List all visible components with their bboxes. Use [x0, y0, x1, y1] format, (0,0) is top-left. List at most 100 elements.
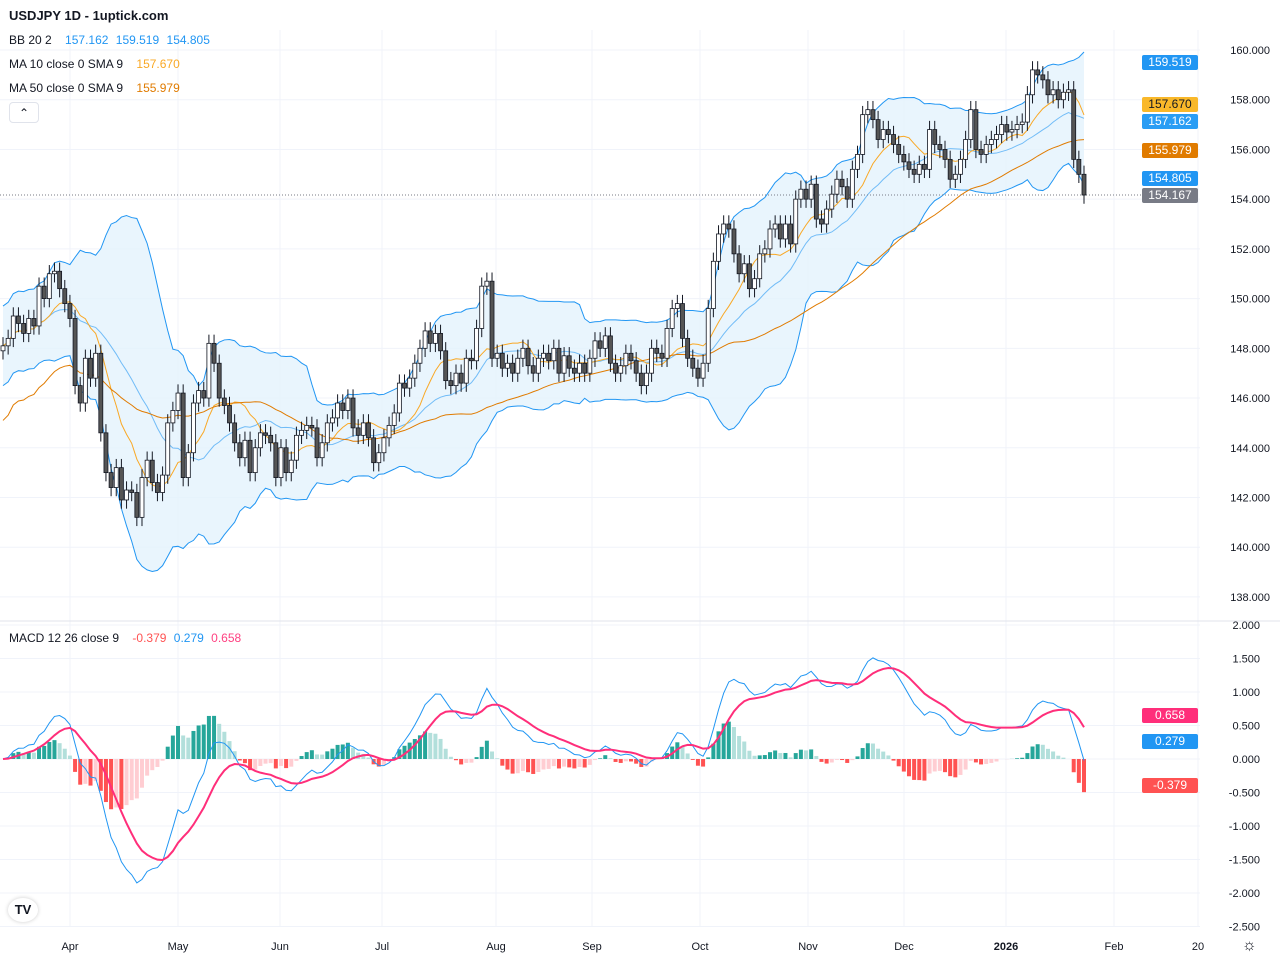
macd-histogram-bar — [129, 759, 134, 801]
candle-body — [901, 154, 907, 163]
candle-body — [427, 330, 433, 344]
price-tick: 146.000 — [1230, 393, 1270, 405]
ma50-label: MA 50 close 0 SMA 9 — [9, 81, 124, 95]
macd-histogram-bar — [134, 759, 139, 799]
candle-body — [185, 452, 191, 478]
badge-macd-signal: 0.658 — [1142, 708, 1198, 723]
candle-body — [798, 188, 804, 200]
candle-body — [922, 163, 927, 170]
candle-body — [690, 357, 696, 369]
macd-histogram-bar — [834, 759, 839, 760]
macd-histogram-bar — [726, 721, 731, 759]
time-tick: Apr — [61, 941, 78, 953]
candle-body — [386, 424, 392, 439]
macd-tick: -2.000 — [1229, 888, 1260, 900]
candle-body — [340, 402, 346, 411]
candle-body — [5, 337, 11, 347]
candle-body — [489, 280, 495, 359]
macd-histogram-bar — [989, 759, 994, 763]
macd-histogram-bar — [711, 743, 716, 759]
candle-body — [1040, 74, 1046, 81]
macd-histogram-bar — [315, 754, 320, 759]
macd-histogram-bar — [325, 751, 330, 759]
macd-histogram-bar — [412, 738, 417, 759]
candle-body — [695, 367, 701, 379]
tradingview-logo[interactable]: TV — [8, 898, 38, 922]
macd-histogram-bar — [592, 759, 597, 761]
macd-histogram-bar — [253, 759, 258, 770]
candle-body — [654, 347, 660, 354]
macd-histogram-bar — [98, 759, 103, 791]
macd-histogram-bar — [1015, 758, 1020, 759]
macd-histogram-bar — [958, 759, 963, 775]
candle-body — [103, 432, 109, 474]
candle-body — [129, 489, 135, 493]
macd-histogram-bar — [804, 750, 809, 759]
macd-histogram-bar — [901, 759, 906, 772]
macd-histogram-bar — [57, 743, 62, 759]
candle-body — [52, 270, 57, 275]
macd-histogram-bar — [829, 759, 834, 763]
macd-histogram-bar — [1056, 755, 1061, 759]
macd-histogram-bar — [721, 723, 726, 759]
macd-histogram-bar — [943, 759, 948, 773]
collapse-legend-button[interactable]: ⌃ — [9, 102, 39, 123]
time-tick: 20 — [1192, 941, 1204, 953]
candle-body — [860, 114, 866, 155]
macd-histogram-bar — [47, 741, 52, 759]
candle-body — [201, 390, 207, 399]
candle-body — [16, 315, 21, 324]
price-tick: 138.000 — [1230, 592, 1270, 604]
macd-histogram-bar — [304, 752, 309, 759]
macd-histogram-bar — [145, 759, 150, 776]
macd-histogram-bar — [968, 759, 973, 761]
candle-body — [196, 390, 202, 404]
macd-histogram-bar — [680, 746, 685, 759]
candle-body — [98, 352, 104, 434]
candle-body — [10, 315, 16, 339]
macd-histogram-bar — [840, 759, 845, 761]
macd-histogram-bar — [922, 759, 927, 781]
candle-body — [82, 357, 88, 404]
candle-body — [813, 183, 819, 220]
candle-body — [803, 188, 809, 200]
candle-body — [36, 285, 42, 327]
macd-histogram-bar — [139, 759, 144, 788]
legend-macd: MACD 12 26 close 9 -0.379 0.279 0.658 — [9, 631, 245, 645]
candle-body — [206, 342, 212, 399]
macd-histogram-bar — [155, 759, 160, 767]
candle-body — [324, 422, 330, 444]
macd-histogram-bar — [206, 715, 211, 759]
candle-body — [736, 253, 742, 275]
badge-bb-upper: 159.519 — [1142, 55, 1198, 70]
macd-histogram-bar — [845, 759, 850, 763]
macd-histogram-bar — [114, 759, 119, 808]
candle-body — [175, 392, 181, 411]
candle-body — [525, 347, 531, 367]
macd-histogram-bar — [896, 759, 901, 767]
candle-body — [335, 402, 340, 419]
macd-histogram-bar — [258, 759, 263, 766]
candle-body — [314, 427, 320, 459]
candle-body — [896, 144, 902, 155]
candle-body — [731, 228, 737, 255]
macd-histogram-bar — [320, 754, 325, 759]
macd-histogram-bar — [150, 759, 155, 771]
macd-histogram-bar — [345, 742, 350, 759]
time-tick: Feb — [1105, 941, 1124, 953]
macd-histogram-bar — [52, 740, 57, 759]
macd-tick: -1.000 — [1229, 821, 1260, 833]
bb-upper-line — [2, 51, 1085, 406]
candle-body — [288, 459, 294, 474]
macd-histogram-bar — [196, 725, 201, 759]
macd-histogram-bar — [767, 752, 772, 759]
settings-gear-icon[interactable]: ☼ — [1242, 937, 1257, 954]
macd-histogram-bar — [706, 757, 711, 759]
macd-histogram-bar — [284, 759, 289, 769]
macd-histogram-bar — [629, 759, 634, 762]
candle-body — [541, 352, 546, 359]
macd-histogram-bar — [299, 756, 304, 759]
macd-line — [2, 657, 1085, 884]
macd-tick: 0.000 — [1232, 754, 1260, 766]
